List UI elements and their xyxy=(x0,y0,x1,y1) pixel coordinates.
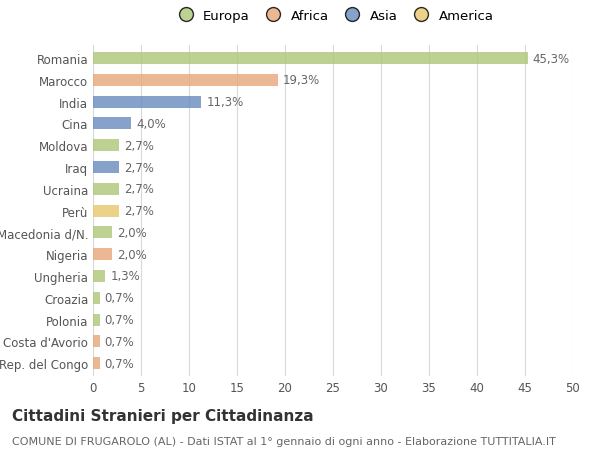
Bar xyxy=(93,184,119,196)
Text: 2,0%: 2,0% xyxy=(117,226,147,239)
Text: 2,7%: 2,7% xyxy=(124,205,154,218)
Text: 0,7%: 0,7% xyxy=(104,357,134,370)
Text: 11,3%: 11,3% xyxy=(206,96,244,109)
Bar xyxy=(93,227,112,239)
Text: 2,7%: 2,7% xyxy=(124,140,154,152)
Bar xyxy=(93,336,100,347)
Bar xyxy=(93,140,119,152)
Legend: Europa, Africa, Asia, America: Europa, Africa, Asia, America xyxy=(173,10,493,22)
Bar xyxy=(93,96,202,108)
Bar xyxy=(93,358,100,369)
Bar xyxy=(93,118,131,130)
Text: 2,7%: 2,7% xyxy=(124,183,154,196)
Text: 0,7%: 0,7% xyxy=(104,335,134,348)
Text: 2,0%: 2,0% xyxy=(117,248,147,261)
Bar xyxy=(93,53,528,65)
Text: 45,3%: 45,3% xyxy=(533,52,570,66)
Text: 0,7%: 0,7% xyxy=(104,291,134,305)
Text: Cittadini Stranieri per Cittadinanza: Cittadini Stranieri per Cittadinanza xyxy=(12,409,314,424)
Bar xyxy=(93,249,112,261)
Bar xyxy=(93,270,106,282)
Bar xyxy=(93,292,100,304)
Text: 2,7%: 2,7% xyxy=(124,161,154,174)
Bar xyxy=(93,205,119,217)
Text: 4,0%: 4,0% xyxy=(136,118,166,131)
Bar xyxy=(93,75,278,87)
Bar xyxy=(93,162,119,174)
Text: COMUNE DI FRUGAROLO (AL) - Dati ISTAT al 1° gennaio di ogni anno - Elaborazione : COMUNE DI FRUGAROLO (AL) - Dati ISTAT al… xyxy=(12,436,556,446)
Text: 0,7%: 0,7% xyxy=(104,313,134,326)
Text: 19,3%: 19,3% xyxy=(283,74,320,87)
Text: 1,3%: 1,3% xyxy=(110,270,140,283)
Bar xyxy=(93,314,100,326)
